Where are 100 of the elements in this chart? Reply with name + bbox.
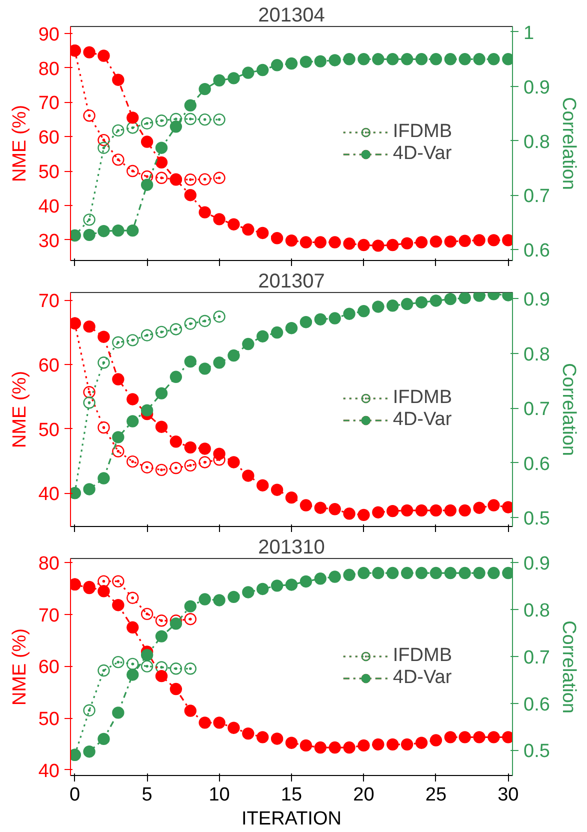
point xyxy=(213,356,226,369)
point xyxy=(126,668,139,681)
x-tick-label: 5 xyxy=(142,784,152,806)
point xyxy=(328,570,341,583)
point xyxy=(184,613,196,626)
point xyxy=(198,456,211,468)
y2-tick-label: 0.6 xyxy=(524,694,550,716)
point xyxy=(98,142,110,154)
point xyxy=(213,310,226,323)
point xyxy=(140,329,154,342)
x-tick-label: 20 xyxy=(353,784,374,806)
point xyxy=(184,441,196,454)
point xyxy=(242,66,254,79)
point xyxy=(126,592,139,604)
point xyxy=(358,566,370,580)
y-axis-title: NME (%) xyxy=(9,628,30,706)
point xyxy=(83,320,96,333)
legend-label: IFDMB xyxy=(392,644,452,666)
point xyxy=(184,355,196,368)
y-tick-label: 60 xyxy=(38,657,60,678)
point xyxy=(270,326,284,339)
y-tick-label: 80 xyxy=(38,58,60,80)
point xyxy=(314,236,326,248)
point xyxy=(184,174,196,186)
point xyxy=(155,420,168,433)
x-tick-label: 10 xyxy=(208,784,230,806)
point xyxy=(112,336,124,348)
point xyxy=(473,502,486,514)
point xyxy=(458,292,471,304)
point xyxy=(126,455,139,468)
point xyxy=(213,172,226,184)
point xyxy=(444,53,456,66)
point xyxy=(488,53,500,66)
point xyxy=(488,234,500,246)
point xyxy=(358,53,370,66)
point xyxy=(98,50,110,62)
point xyxy=(213,716,226,729)
point xyxy=(300,316,312,328)
point xyxy=(170,618,182,630)
point xyxy=(98,134,110,146)
point xyxy=(198,82,211,96)
point xyxy=(242,727,254,740)
point xyxy=(198,362,211,375)
point xyxy=(430,294,442,307)
point xyxy=(415,504,428,517)
point xyxy=(415,53,428,66)
y2-axis-title: Correlation xyxy=(558,97,579,190)
point xyxy=(328,312,341,324)
point xyxy=(83,483,96,496)
point xyxy=(198,442,211,455)
point xyxy=(444,504,456,517)
point xyxy=(140,660,154,672)
point xyxy=(198,716,211,729)
y2-tick-label: 0.8 xyxy=(524,344,550,366)
point xyxy=(400,738,414,751)
point xyxy=(140,136,154,148)
point xyxy=(343,508,356,520)
point xyxy=(213,113,226,126)
y-axis-title: NME (%) xyxy=(9,104,30,182)
point xyxy=(140,404,154,416)
legend-label: 4D-Var xyxy=(392,409,452,431)
point xyxy=(213,213,226,226)
y2-tick-label: 1 xyxy=(524,22,534,44)
point xyxy=(112,373,124,386)
y-tick-label: 50 xyxy=(38,709,60,730)
point xyxy=(415,236,428,248)
point xyxy=(112,575,124,588)
point xyxy=(343,568,356,581)
point xyxy=(83,386,96,398)
point xyxy=(488,499,500,512)
y-tick-label: 60 xyxy=(38,128,60,149)
point xyxy=(228,349,240,362)
point xyxy=(170,370,182,383)
point xyxy=(98,356,110,369)
point xyxy=(112,154,124,166)
point xyxy=(270,59,284,72)
y2-tick-label: 0.8 xyxy=(524,600,550,622)
point xyxy=(155,464,168,476)
point xyxy=(400,504,414,517)
legend-label: IFDMB xyxy=(392,121,452,143)
point xyxy=(358,739,370,752)
point xyxy=(213,594,226,606)
point xyxy=(256,582,269,596)
point xyxy=(112,656,124,668)
point xyxy=(98,575,110,588)
point xyxy=(198,206,211,218)
point xyxy=(155,142,168,154)
point xyxy=(228,218,240,230)
point xyxy=(430,566,442,580)
point xyxy=(285,578,298,591)
point xyxy=(83,228,96,242)
point xyxy=(300,56,312,68)
point xyxy=(473,566,486,580)
point xyxy=(285,736,298,749)
point xyxy=(83,746,96,758)
point xyxy=(430,235,442,248)
y-tick-label: 40 xyxy=(38,760,60,782)
point xyxy=(343,238,356,250)
y2-tick-label: 0.8 xyxy=(524,132,550,153)
y2-axis-title: Correlation xyxy=(558,363,579,456)
